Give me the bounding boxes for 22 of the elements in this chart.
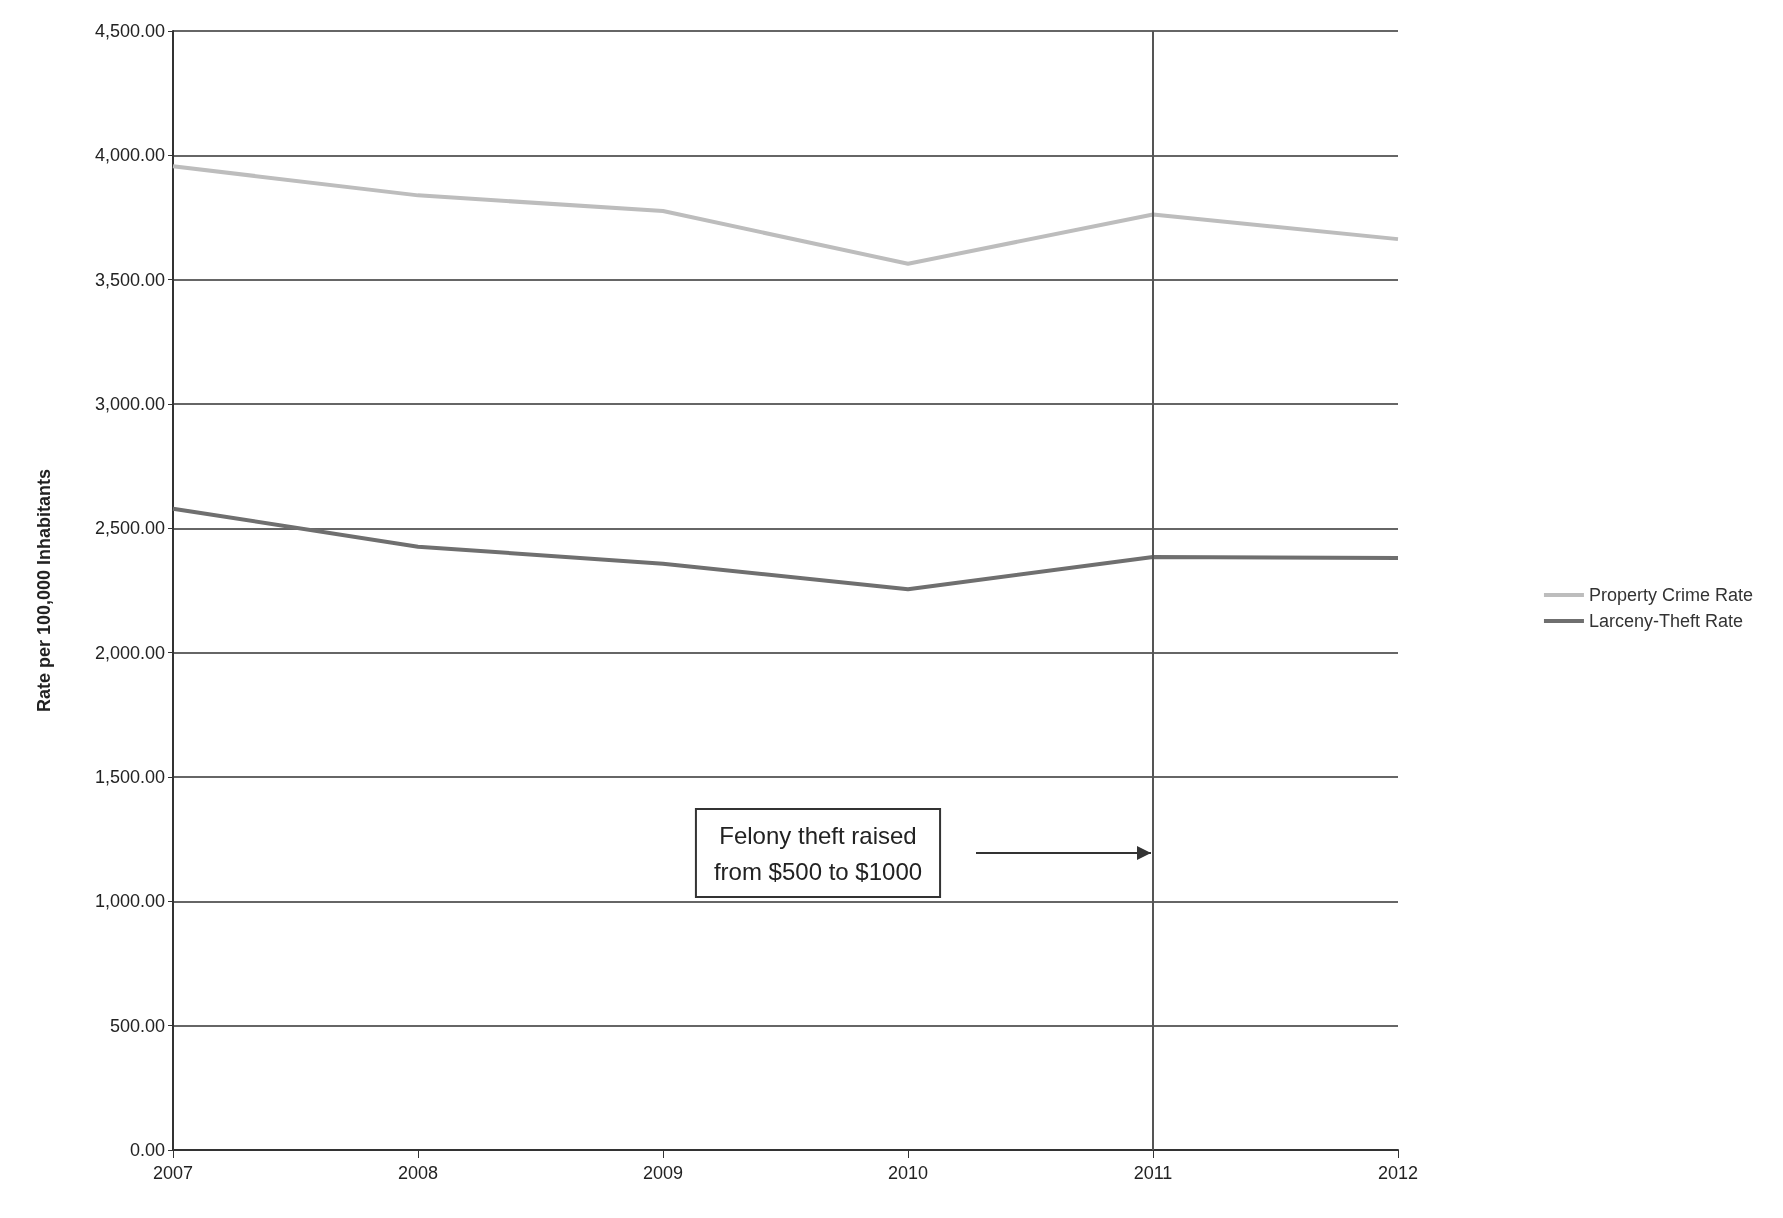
y-tick-label: 2,500.00 — [94, 518, 165, 539]
x-tick-label: 2010 — [887, 1163, 929, 1183]
x-tick-label: 2008 — [397, 1163, 439, 1183]
x-tick-label: 2011 — [1133, 1163, 1173, 1183]
y-tick-label: 500.00 — [109, 1015, 165, 1036]
legend-label: Property Crime Rate — [1588, 585, 1754, 605]
line-series — [171, 506, 1400, 592]
y-tick-label: 3,500.00 — [94, 269, 165, 290]
x-tick-label: 2012 — [1377, 1163, 1419, 1183]
y-tick-label: 4,000.00 — [94, 145, 165, 166]
x-tick-label: 2007 — [152, 1163, 194, 1183]
y-tick-label: 3,000.00 — [94, 394, 165, 414]
y-tick-label: 2,000.00 — [94, 642, 165, 663]
y-axis-title: Rate per 100,000 Inhabitants — [34, 468, 54, 713]
y-tick-label: 1,500.00 — [94, 767, 165, 787]
legend-label: Larceny-Theft Rate — [1588, 611, 1744, 631]
y-tick-label: 4,500.00 — [94, 21, 165, 41]
line-series — [171, 164, 1400, 266]
x-tick-label: 2009 — [642, 1163, 684, 1183]
annotation: Felony theft raised from $500 to $1000 — [713, 821, 923, 885]
y-tick-label: 1,000.00 — [94, 891, 165, 912]
y-tick-label: 0.00 — [129, 1140, 165, 1160]
